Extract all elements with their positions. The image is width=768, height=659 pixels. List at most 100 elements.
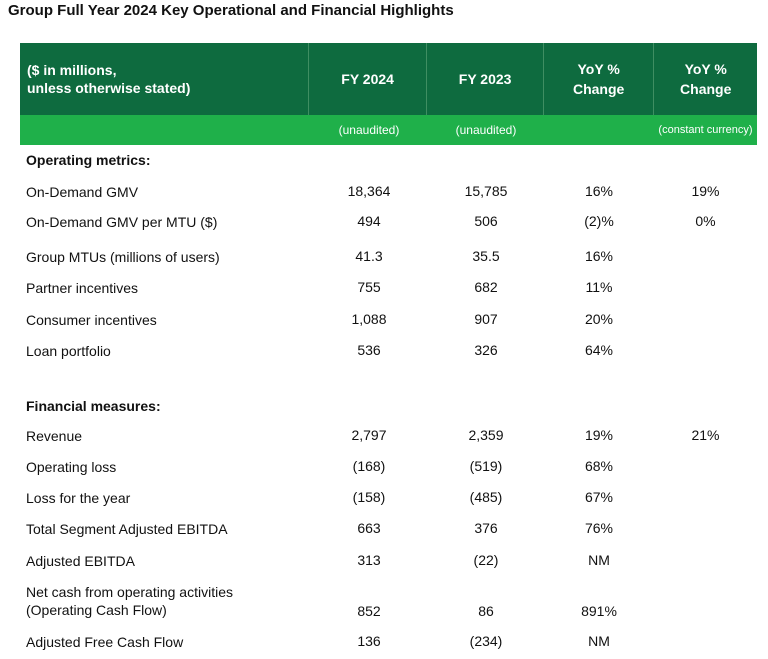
cell-fy2024: 2,797	[351, 427, 387, 443]
header-yoy: YoY % Change	[544, 43, 655, 115]
cell-fy2023: 2,359	[468, 427, 504, 443]
header-yoy-cc: YoY % Change	[654, 43, 757, 115]
cell-yoy-cc: 19%	[691, 183, 720, 199]
cell-fy2023: 86	[478, 603, 494, 619]
cell-fy2024: 536	[357, 342, 381, 358]
cell-fy2024: 18,364	[347, 183, 391, 199]
table-row: Total Segment Adjusted EBITDA 663 376 76…	[20, 520, 757, 538]
row-label: Partner incentives	[26, 280, 139, 296]
cell-fy2024: 755	[357, 279, 381, 295]
cell-fy2023: 682	[474, 279, 498, 295]
cell-fy2024: (168)	[352, 458, 386, 474]
cell-fy2024: 852	[357, 603, 381, 619]
subheader-fy2023: (unaudited)	[455, 123, 517, 137]
cell-fy2023: 15,785	[464, 183, 508, 199]
row-label-line1: Net cash from operating activities	[26, 584, 233, 600]
table-row: On-Demand GMV per MTU ($) 494 506 (2)% 0…	[20, 213, 757, 231]
section-label: Financial measures:	[26, 398, 161, 414]
table-row: Net cash from operating activities (Oper…	[20, 583, 757, 619]
header-units-line1: ($ in millions,	[27, 62, 117, 78]
header-fy2024: FY 2024	[309, 43, 428, 115]
header-units-line2: unless otherwise stated)	[27, 80, 191, 96]
cell-yoy: 19%	[584, 427, 614, 443]
cell-fy2023: 376	[474, 520, 498, 536]
row-label: On-Demand GMV	[26, 184, 139, 200]
cell-fy2023: (485)	[469, 489, 503, 505]
table-row: Operating loss (168) (519) 68%	[20, 458, 757, 476]
cell-fy2023: 506	[474, 213, 498, 229]
header-yoy-line2: Change	[572, 81, 625, 97]
cell-yoy-cc	[654, 279, 757, 297]
row-label: Group MTUs (millions of users)	[26, 249, 220, 265]
subheader-yoy	[544, 115, 654, 145]
cell-fy2023: (519)	[469, 458, 503, 474]
table-row: Adjusted Free Cash Flow 136 (234) NM	[20, 633, 757, 651]
cell-yoy: 16%	[584, 183, 614, 199]
cell-yoy-cc: 0%	[695, 213, 716, 229]
row-label: Loss for the year	[26, 490, 131, 506]
cell-yoy: 76%	[584, 520, 614, 536]
row-label: Consumer incentives	[26, 312, 157, 328]
subheader-yoy-cc: (constant currency)	[658, 124, 753, 136]
cell-yoy-cc	[654, 248, 757, 266]
header-yoy-cc-line1: YoY %	[684, 61, 727, 77]
row-label: Total Segment Adjusted EBITDA	[26, 521, 228, 537]
cell-fy2024: 663	[357, 520, 381, 536]
cell-yoy: NM	[588, 552, 610, 568]
table-row: Consumer incentives 1,088 907 20%	[20, 311, 757, 329]
table-row: Revenue 2,797 2,359 19% 21%	[20, 427, 757, 445]
cell-fy2024: 313	[357, 552, 381, 568]
table-row: Partner incentives 755 682 11%	[20, 279, 757, 297]
cell-yoy-cc	[654, 489, 757, 507]
cell-yoy-cc	[654, 311, 757, 329]
table-subheader: (unaudited) (unaudited) (constant curren…	[20, 115, 757, 145]
row-label: Loan portfolio	[26, 343, 111, 359]
table-row: Loan portfolio 536 326 64%	[20, 342, 757, 360]
section-label: Operating metrics:	[26, 152, 151, 168]
cell-yoy: 891%	[581, 603, 617, 619]
row-label: Net cash from operating activities (Oper…	[20, 583, 310, 619]
cell-yoy: 11%	[585, 279, 613, 295]
cell-yoy-cc	[654, 520, 757, 538]
table-row: Group MTUs (millions of users) 41.3 35.5…	[20, 248, 757, 266]
cell-fy2023: (234)	[469, 633, 503, 649]
table-row: Loss for the year (158) (485) 67%	[20, 489, 757, 507]
row-label: Operating loss	[26, 459, 117, 475]
header-units: ($ in millions, unless otherwise stated)	[20, 43, 309, 115]
cell-fy2023: 326	[474, 342, 498, 358]
row-label-line2: (Operating Cash Flow)	[26, 602, 167, 618]
cell-yoy-cc	[654, 583, 757, 619]
cell-yoy: 64%	[584, 342, 614, 358]
cell-yoy-cc	[654, 633, 757, 651]
table-header: ($ in millions, unless otherwise stated)…	[20, 43, 757, 115]
cell-yoy-cc	[654, 552, 757, 570]
cell-yoy: NM	[588, 633, 610, 649]
table-row: Adjusted EBITDA 313 (22) NM	[20, 552, 757, 570]
header-fy2023: FY 2023	[427, 43, 544, 115]
row-label: On-Demand GMV per MTU ($)	[26, 214, 218, 230]
highlights-table: ($ in millions, unless otherwise stated)…	[20, 43, 757, 650]
cell-fy2024: 136	[357, 633, 381, 649]
cell-fy2024: 41.3	[355, 248, 383, 264]
row-label: Revenue	[26, 428, 83, 444]
page-title: Group Full Year 2024 Key Operational and…	[8, 2, 454, 19]
row-label: Adjusted EBITDA	[26, 553, 135, 569]
cell-yoy: 20%	[584, 311, 614, 327]
cell-yoy: 67%	[584, 489, 614, 505]
table-row: On-Demand GMV 18,364 15,785 16% 19%	[20, 183, 757, 201]
cell-fy2023: (22)	[473, 552, 499, 568]
cell-yoy-cc	[654, 458, 757, 476]
cell-yoy-cc: 21%	[691, 427, 720, 443]
cell-fy2023: 35.5	[472, 248, 500, 264]
cell-fy2024: 1,088	[351, 311, 387, 327]
cell-fy2024: (158)	[352, 489, 386, 505]
cell-yoy: 68%	[584, 458, 614, 474]
subheader-fy2024: (unaudited)	[338, 123, 400, 137]
cell-fy2024: 494	[357, 213, 381, 229]
section-operating: Operating metrics:	[20, 151, 310, 169]
header-yoy-line1: YoY %	[577, 61, 620, 77]
cell-yoy-cc	[654, 342, 757, 360]
row-label: Adjusted Free Cash Flow	[26, 634, 184, 650]
cell-fy2023: 907	[474, 311, 498, 327]
cell-yoy: (2)%	[584, 213, 614, 229]
